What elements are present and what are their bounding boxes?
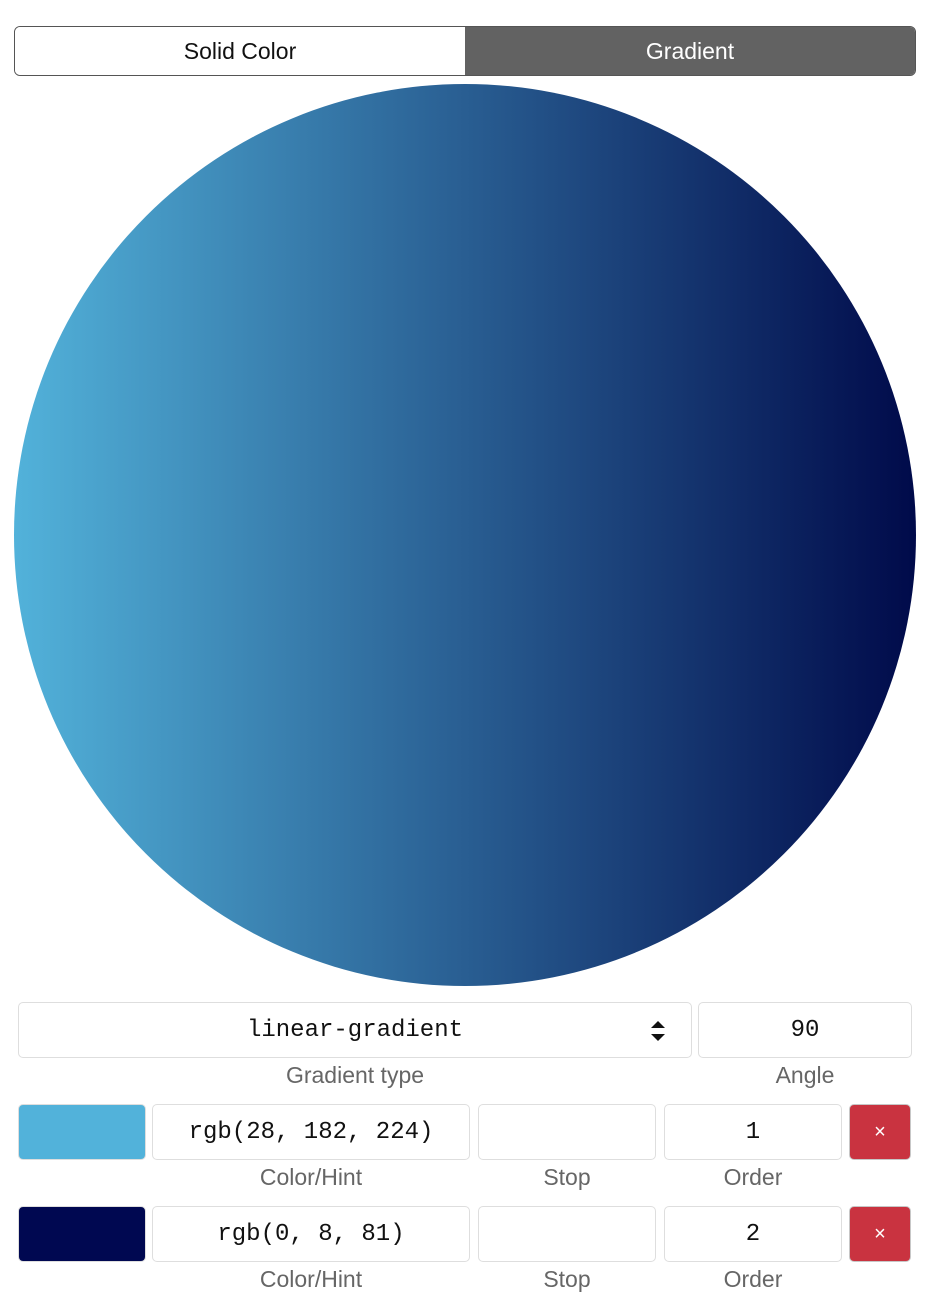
- updown-chevron-icon: [651, 1021, 665, 1041]
- close-icon: ×: [874, 1222, 886, 1245]
- color-input[interactable]: rgb(0, 8, 81): [152, 1206, 470, 1262]
- color-hint-label: Color/Hint: [259, 1266, 363, 1292]
- remove-stop-button[interactable]: ×: [849, 1104, 911, 1160]
- angle-value: 90: [790, 1016, 820, 1044]
- tab-solid-color[interactable]: Solid Color: [15, 27, 465, 75]
- order-input[interactable]: 1: [664, 1104, 842, 1160]
- color-swatch[interactable]: [18, 1104, 146, 1160]
- order-label: Order: [723, 1266, 783, 1292]
- gradient-type-value: linear-gradient: [246, 1016, 464, 1044]
- color-hint-label: Color/Hint: [259, 1164, 363, 1190]
- color-value: rgb(28, 182, 224): [188, 1118, 434, 1146]
- order-value: 2: [745, 1220, 761, 1248]
- remove-stop-button[interactable]: ×: [849, 1206, 911, 1262]
- order-value: 1: [745, 1118, 761, 1146]
- close-icon: ×: [874, 1120, 886, 1143]
- color-value: rgb(0, 8, 81): [217, 1220, 405, 1248]
- mode-tabs: Solid Color Gradient: [14, 26, 916, 76]
- stop-input[interactable]: [478, 1206, 656, 1262]
- angle-input[interactable]: 90: [698, 1002, 912, 1058]
- order-label: Order: [723, 1164, 783, 1190]
- stop-label: Stop: [543, 1164, 591, 1190]
- stop-input[interactable]: [478, 1104, 656, 1160]
- color-input[interactable]: rgb(28, 182, 224): [152, 1104, 470, 1160]
- gradient-preview: [14, 84, 916, 986]
- angle-label: Angle: [775, 1062, 835, 1088]
- color-swatch[interactable]: [18, 1206, 146, 1262]
- gradient-type-label: Gradient type: [285, 1062, 425, 1088]
- order-input[interactable]: 2: [664, 1206, 842, 1262]
- tab-gradient[interactable]: Gradient: [465, 27, 915, 75]
- stop-label: Stop: [543, 1266, 591, 1292]
- gradient-type-select[interactable]: linear-gradient: [18, 1002, 692, 1058]
